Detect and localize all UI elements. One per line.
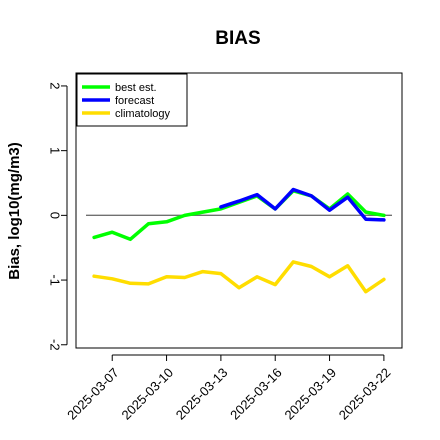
series-layer bbox=[92, 187, 386, 294]
series-line-forecast bbox=[219, 187, 386, 222]
y-axis: -2 -1 0 1 2 bbox=[48, 82, 68, 351]
x-tick-label: 2025-03-16 bbox=[227, 365, 285, 423]
y-tick-label: -1 bbox=[48, 274, 63, 286]
x-tick-label: 2025-03-19 bbox=[282, 365, 340, 423]
series-line-climatology bbox=[92, 260, 386, 294]
legend-label: climatology bbox=[115, 108, 171, 120]
chart-title: BIAS bbox=[215, 28, 260, 49]
y-tick-label: -2 bbox=[48, 339, 63, 351]
x-tick-label: 2025-03-13 bbox=[173, 365, 231, 423]
x-tick-label: 2025-03-22 bbox=[336, 365, 394, 423]
y-tick-label: 0 bbox=[48, 212, 63, 219]
y-tick-label: 2 bbox=[48, 82, 63, 89]
x-axis: 2025-03-072025-03-102025-03-132025-03-16… bbox=[64, 354, 394, 423]
x-tick-label: 2025-03-10 bbox=[119, 365, 177, 423]
legend-label: forecast bbox=[115, 95, 154, 107]
y-axis-label: Bias, log10(mg/m3) bbox=[6, 142, 23, 280]
legend-label: best est. bbox=[115, 82, 157, 94]
y-tick-label: 1 bbox=[48, 147, 63, 154]
x-tick-label: 2025-03-07 bbox=[64, 365, 122, 423]
